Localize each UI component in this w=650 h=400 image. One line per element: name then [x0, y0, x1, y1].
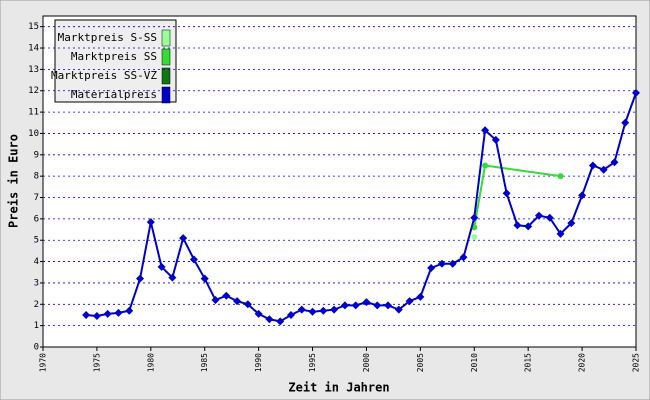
- legend-swatch: [161, 29, 171, 47]
- legend-label: Materialpreis: [71, 88, 157, 101]
- data-point: [556, 229, 565, 238]
- data-point: [103, 309, 112, 318]
- data-point: [524, 222, 533, 231]
- data-point: [362, 298, 371, 307]
- data-point: [416, 292, 425, 301]
- data-point: [276, 317, 285, 326]
- data-point: [125, 306, 134, 315]
- data-point: [482, 162, 489, 169]
- data-point: [136, 274, 145, 283]
- data-point: [179, 234, 188, 243]
- data-point: [427, 263, 436, 272]
- data-point: [513, 221, 522, 230]
- data-point: [621, 118, 630, 127]
- data-point: [459, 253, 468, 262]
- x-tick-label: 2025: [632, 353, 641, 372]
- data-point: [297, 305, 306, 314]
- data-point: [471, 234, 478, 241]
- y-tick-label: 3: [34, 278, 39, 288]
- data-point: [373, 301, 382, 310]
- data-point: [200, 274, 209, 283]
- legend-swatch: [161, 86, 171, 104]
- data-point: [448, 259, 457, 268]
- x-tick-label: 2020: [578, 353, 587, 372]
- data-point: [189, 255, 198, 264]
- x-tick-label: 1980: [146, 353, 155, 372]
- data-point: [82, 310, 91, 319]
- y-tick-label: 4: [34, 257, 39, 267]
- data-point: [534, 211, 543, 220]
- data-point: [157, 262, 166, 271]
- data-point: [330, 305, 339, 314]
- data-point: [502, 189, 511, 198]
- data-point: [394, 305, 403, 314]
- x-tick-label: 1990: [254, 353, 263, 372]
- data-point: [384, 301, 393, 310]
- y-tick-label: 10: [28, 129, 39, 139]
- y-tick-label: 0: [34, 343, 39, 353]
- y-tick-label: 15: [28, 22, 39, 32]
- data-point: [243, 300, 252, 309]
- data-point: [114, 308, 123, 317]
- y-tick-label: 2: [34, 300, 39, 310]
- data-point: [222, 291, 231, 300]
- data-point: [265, 315, 274, 324]
- y-tick-label: 6: [34, 214, 39, 224]
- data-point: [437, 259, 446, 268]
- y-tick-label: 8: [34, 172, 39, 182]
- x-tick-label: 1970: [39, 353, 48, 372]
- y-tick-label: 11: [28, 108, 39, 118]
- data-point: [319, 306, 328, 315]
- y-tick-label: 13: [28, 65, 39, 75]
- data-point: [254, 309, 263, 318]
- y-tick-label: 12: [28, 86, 39, 96]
- y-tick-label: 1: [34, 321, 39, 331]
- y-tick-label: 5: [34, 236, 39, 246]
- data-point: [578, 191, 587, 200]
- y-axis-title: Preis in Euro: [7, 134, 21, 228]
- legend-box: [54, 19, 177, 103]
- x-tick-label: 2005: [416, 353, 425, 372]
- x-tick-label: 1975: [92, 353, 101, 372]
- data-point: [340, 301, 349, 310]
- data-point: [92, 312, 101, 321]
- legend-label: Marktpreis SS: [71, 50, 157, 63]
- data-point: [632, 88, 640, 97]
- data-point: [610, 158, 619, 167]
- data-point: [557, 173, 564, 180]
- x-axis-title: Zeit in Jahren: [288, 381, 389, 395]
- legend-label: Marktpreis SS-VZ: [51, 69, 157, 82]
- data-point: [351, 301, 360, 310]
- data-point: [599, 165, 608, 174]
- y-tick-label: 7: [34, 193, 39, 203]
- y-tick-label: 14: [28, 44, 39, 54]
- legend-swatch: [161, 67, 171, 85]
- data-point: [567, 219, 576, 228]
- data-point: [470, 213, 479, 222]
- data-point: [308, 307, 317, 316]
- x-tick-label: 1985: [200, 353, 209, 372]
- legend: Marktpreis S-SS Marktpreis SS Marktpreis S…: [51, 19, 177, 104]
- x-tick-label: 2000: [362, 353, 371, 372]
- y-tick-label: 9: [34, 150, 39, 160]
- legend-label: Marktpreis S-SS: [58, 31, 157, 44]
- data-point: [545, 213, 554, 222]
- data-point: [481, 126, 490, 135]
- data-point: [491, 135, 500, 144]
- series-line: [86, 92, 637, 323]
- legend-swatch: [161, 48, 171, 66]
- data-point: [211, 296, 220, 305]
- x-tick-label: 2010: [470, 353, 479, 372]
- data-point: [233, 297, 242, 306]
- x-tick-label: 2015: [524, 353, 533, 372]
- data-point: [286, 310, 295, 319]
- x-tick-label: 1995: [308, 353, 317, 372]
- data-point: [405, 297, 414, 306]
- data-point: [588, 161, 597, 170]
- data-point: [146, 218, 155, 227]
- data-point: [168, 273, 177, 282]
